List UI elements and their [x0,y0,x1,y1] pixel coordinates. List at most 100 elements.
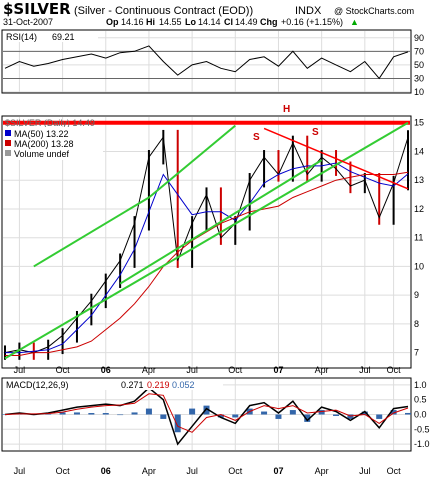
price-line [4,135,409,354]
ma200-line [5,171,409,356]
x-label-Oct: Oct [387,365,402,375]
low-value: 14.14 [198,17,221,27]
macd-legend-bg [3,379,223,390]
tick-label--0.5: -0.5 [414,424,430,434]
tick-label-0.5: 0.5 [414,395,427,405]
macd-histogram-bar [145,408,152,415]
x-label-Oct: Oct [56,365,71,375]
channel-line [119,159,323,285]
tick-label-10: 10 [414,87,424,97]
macd-content [2,386,411,446]
tick-label-70: 70 [414,46,424,56]
tick-label-30: 30 [414,73,424,83]
bottom-x-axis: Jul Oct 06 Apr Jul Oct 07 Apr Jul Oct [14,466,401,476]
close-value: 14.49 [235,17,258,27]
tick-label-13: 13 [414,175,424,185]
tick-label-12: 12 [414,204,424,214]
x-label-Oct: Oct [56,466,71,476]
signal-line [4,393,409,433]
tick-label-10: 10 [414,261,424,271]
macd-histogram-bar [390,410,397,415]
macd-histogram-bar [217,414,224,418]
macd-label: MACD(12,26,9) [6,380,69,390]
upper-trendline-left [33,196,150,268]
chart-exchange: INDX [295,5,322,17]
upper-trendline-right [148,124,236,199]
tick-label-7: 7 [414,348,419,358]
macd-histogram-bar [289,410,296,415]
open-label: Op [106,17,119,27]
x-label-Jul: Jul [359,466,371,476]
x-label-Jul: Jul [14,466,26,476]
rsi-content [3,45,410,80]
head-annotation: H [283,104,290,115]
rsi-value: 69.21 [52,32,75,42]
x-label-Oct: Oct [228,365,243,375]
macd-histogram-bar [174,414,181,433]
tick-label-11: 11 [414,233,423,243]
high-value: 14.55 [159,17,182,27]
left-shoulder-annotation: S [253,132,260,143]
volume-legend-label: Volume undef [14,149,70,159]
neckline [263,127,409,190]
close-label: Cl [224,17,233,27]
rsi-line [4,45,409,80]
tick-label-15: 15 [414,118,424,128]
macd-histogram-bar [2,414,8,415]
ma50-legend-label: MA(50) 13.22 [14,129,69,139]
macd-histogram-bar [376,414,383,419]
macd-histogram-bar [59,412,66,415]
macd-value: 0.271 [121,380,144,390]
right-shoulder-annotation: S [312,127,319,138]
volume-legend-swatch [5,150,11,156]
change-up-arrow-icon: ▲ [350,17,359,27]
rsi-ticks: 90 70 50 30 10 [414,33,424,97]
x-label-Jul: Jul [186,466,198,476]
macd-histogram-bar [73,412,80,415]
ma200-legend-label: MA(200) 13.28 [14,139,74,149]
ma200-legend-swatch [5,140,11,146]
tick-label-90: 90 [414,33,424,43]
tick-label-8: 8 [414,319,419,329]
macd-histogram-bar [318,410,325,415]
macd-ticks: 1.0 0.5 0.0 -0.5 -1.0 [414,380,430,449]
macd-histogram-bar [160,414,167,419]
x-label-07: 07 [273,365,283,375]
macd-histogram-bar [347,414,354,419]
macd-histogram-bar [361,411,368,415]
chart-symbol: $SILVER [3,0,71,18]
x-label-Jul: Jul [186,365,198,375]
macd-line [4,386,409,446]
tick-label-1.0: 1.0 [414,380,427,390]
x-label-Jul: Jul [359,365,371,375]
middle-x-axis: Jul Oct 06 Apr Jul Oct 07 Apr Jul Oct [14,365,401,375]
x-label-Oct: Oct [228,466,243,476]
macd-histogram-bar [405,412,411,415]
price-ticks: 15 14 13 12 11 10 9 8 7 [414,118,424,358]
chart-date: 31-Oct-2007 [3,17,53,27]
x-label-Apr: Apr [142,365,156,375]
x-label-Apr: Apr [315,365,329,375]
tick-label-0.0: 0.0 [414,410,427,420]
low-label: Lo [185,17,196,27]
change-label: Chg [260,17,278,27]
open-value: 14.16 [121,17,144,27]
price-legend-label: $SILVER (Daily) 14.49 [5,118,95,128]
x-label-Apr: Apr [142,466,156,476]
histogram-value: 0.052 [172,380,195,390]
x-label-Oct: Oct [387,466,402,476]
ma50-line [5,162,409,354]
macd-histogram-bar [232,414,239,418]
macd-histogram-bar [88,413,95,415]
tick-label--1.0: -1.0 [414,439,430,449]
tick-label-50: 50 [414,60,424,70]
x-label-07: 07 [273,466,283,476]
macd-histogram-bar [261,411,268,415]
macd-histogram-bar [117,414,124,416]
price-content [3,120,410,360]
macd-histogram-bar [102,413,109,415]
macd-histogram-bar [203,405,210,415]
stockcharts-credit: @ StockCharts.com [334,6,414,16]
macd-histogram-bar [189,408,196,415]
